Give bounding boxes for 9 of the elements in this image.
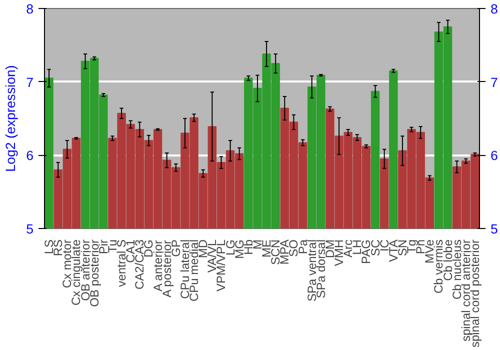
y2-tick-label: 6 [490,148,498,164]
y2-tick-label: 8 [490,2,498,16]
y-tick-label: 8 [26,2,34,16]
y-tick-label: 6 [26,148,34,164]
y-tick-label: 7 [26,74,34,90]
y2-tick-label: 7 [490,74,498,90]
y-axis-title: Log2 (expression) [3,65,18,172]
y-tick-label: 5 [26,222,34,236]
y2-tick-label: 5 [490,222,498,236]
